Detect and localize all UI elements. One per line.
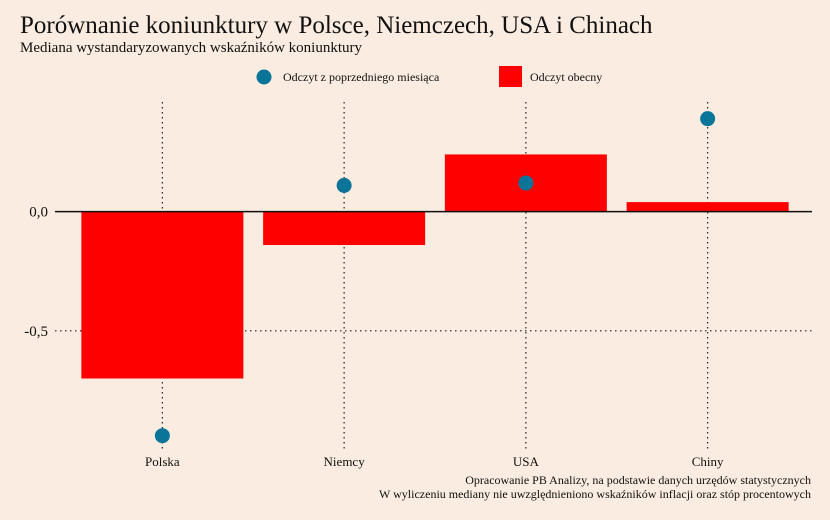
bar-chiny: [626, 202, 789, 212]
chart-title: Porównanie koniunktury w Polsce, Niemcze…: [20, 12, 653, 39]
bar-polska: [81, 211, 244, 379]
x-tick-label: Niemcy: [324, 454, 366, 469]
y-tick-label: -0,5: [24, 324, 48, 340]
x-tick-label: Chiny: [692, 454, 724, 469]
point-usa: [518, 175, 534, 191]
legend-label-previous: Odczyt z poprzedniego miesiąca: [283, 70, 440, 84]
y-tick-label: 0,0: [29, 205, 48, 221]
caption-source: Opracowanie PB Analizy, na podstawie dan…: [465, 473, 811, 487]
point-polska: [154, 428, 170, 444]
x-tick-label: USA: [513, 454, 540, 469]
bar-niemcy: [263, 211, 426, 246]
caption-note: W wyliczeniu mediany nie uwzględnieniono…: [379, 487, 811, 501]
x-tick-label: Polska: [145, 454, 180, 469]
chart-subtitle: Mediana wystandaryzowanych wskaźników ko…: [20, 40, 362, 56]
point-niemcy: [336, 177, 352, 193]
legend-bar-marker: [499, 66, 522, 87]
point-chiny: [700, 111, 716, 127]
legend-label-current: Odczyt obecny: [530, 70, 602, 84]
legend-point-marker: [256, 69, 272, 85]
